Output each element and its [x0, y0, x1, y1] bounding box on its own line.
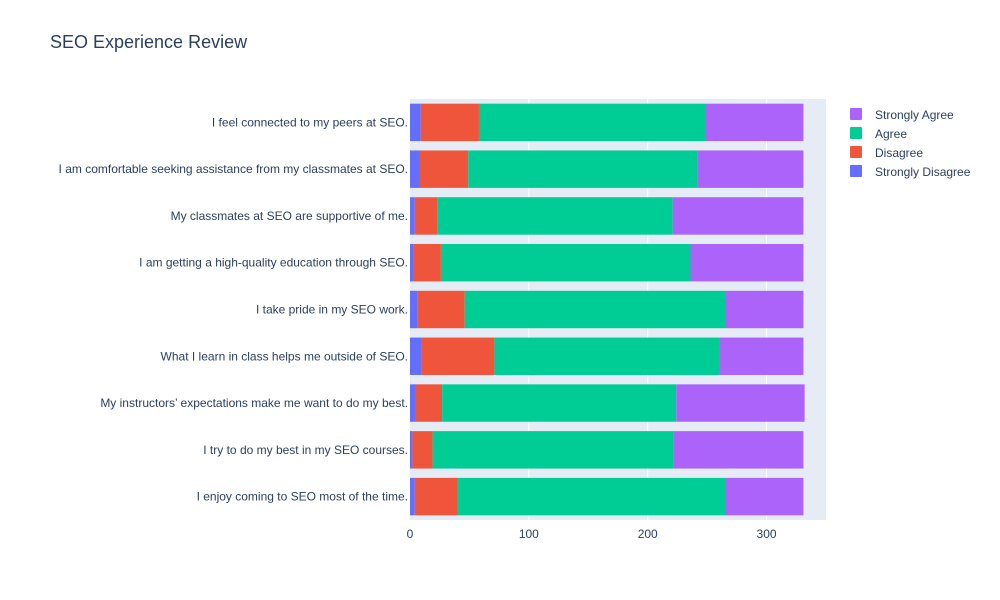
legend-swatch — [850, 127, 862, 139]
bar-disagree — [415, 384, 443, 422]
bar-strongly-agree — [724, 290, 804, 329]
bar-agree — [457, 477, 725, 516]
y-category-label: I try to do my best in my SEO courses. — [203, 443, 408, 457]
bar-strongly-agree — [673, 431, 804, 469]
bar-agree — [432, 431, 674, 469]
bar-strongly-disagree — [410, 103, 421, 142]
bar-disagree — [421, 337, 495, 375]
legend-label: Disagree — [875, 146, 923, 160]
bar-disagree — [420, 103, 479, 142]
y-category-label: I take pride in my SEO work. — [256, 303, 408, 317]
bar-disagree — [417, 290, 465, 329]
x-tick-label: 0 — [407, 527, 414, 541]
bar-strongly-disagree — [410, 477, 415, 516]
legend-swatch — [850, 108, 862, 120]
bar-disagree — [412, 431, 433, 469]
bar-strongly-disagree — [410, 384, 416, 422]
legend-label: Strongly Agree — [875, 108, 954, 122]
y-category-label: My classmates at SEO are supportive of m… — [171, 209, 408, 223]
bar-strongly-disagree — [410, 431, 413, 469]
bar-strongly-disagree — [410, 337, 422, 375]
bar-strongly-agree — [672, 197, 804, 235]
bar-strongly-agree — [719, 337, 804, 375]
legend-swatch — [850, 146, 862, 158]
legend-label: Agree — [875, 127, 907, 141]
chart-title: SEO Experience Review — [50, 32, 248, 52]
bar-strongly-agree — [724, 477, 804, 516]
bar-strongly-agree — [705, 103, 804, 142]
bar-disagree — [419, 150, 469, 188]
y-category-label: I enjoy coming to SEO most of the time. — [197, 490, 408, 504]
bar-strongly-agree — [690, 244, 804, 282]
bar-agree — [464, 290, 725, 329]
bar-strongly-disagree — [410, 197, 415, 235]
bar-disagree — [414, 477, 458, 516]
x-tick-label: 200 — [638, 527, 658, 541]
bar-strongly-disagree — [410, 244, 414, 282]
bar-disagree — [414, 197, 438, 235]
bar-strongly-disagree — [410, 150, 420, 188]
y-category-label: What I learn in class helps me outside o… — [161, 349, 408, 363]
y-category-label: My instructors’ expectations make me wan… — [100, 396, 408, 410]
legend-label: Strongly Disagree — [875, 165, 971, 179]
bar-agree — [437, 197, 673, 235]
bar-agree — [442, 384, 677, 422]
y-category-label: I am comfortable seeking assistance from… — [59, 162, 408, 176]
bar-agree — [440, 244, 691, 282]
legend-swatch — [850, 165, 862, 177]
bar-agree — [494, 337, 720, 375]
bar-strongly-agree — [676, 384, 805, 422]
bar-agree — [478, 103, 706, 142]
y-category-label: I feel connected to my peers at SEO. — [212, 115, 408, 129]
y-category-label: I am getting a high-quality education th… — [139, 256, 408, 270]
bar-agree — [468, 150, 698, 188]
bar-strongly-disagree — [410, 290, 418, 329]
x-tick-label: 300 — [757, 527, 777, 541]
bar-disagree — [413, 244, 441, 282]
bar-strongly-agree — [697, 150, 804, 188]
x-tick-label: 100 — [519, 527, 539, 541]
